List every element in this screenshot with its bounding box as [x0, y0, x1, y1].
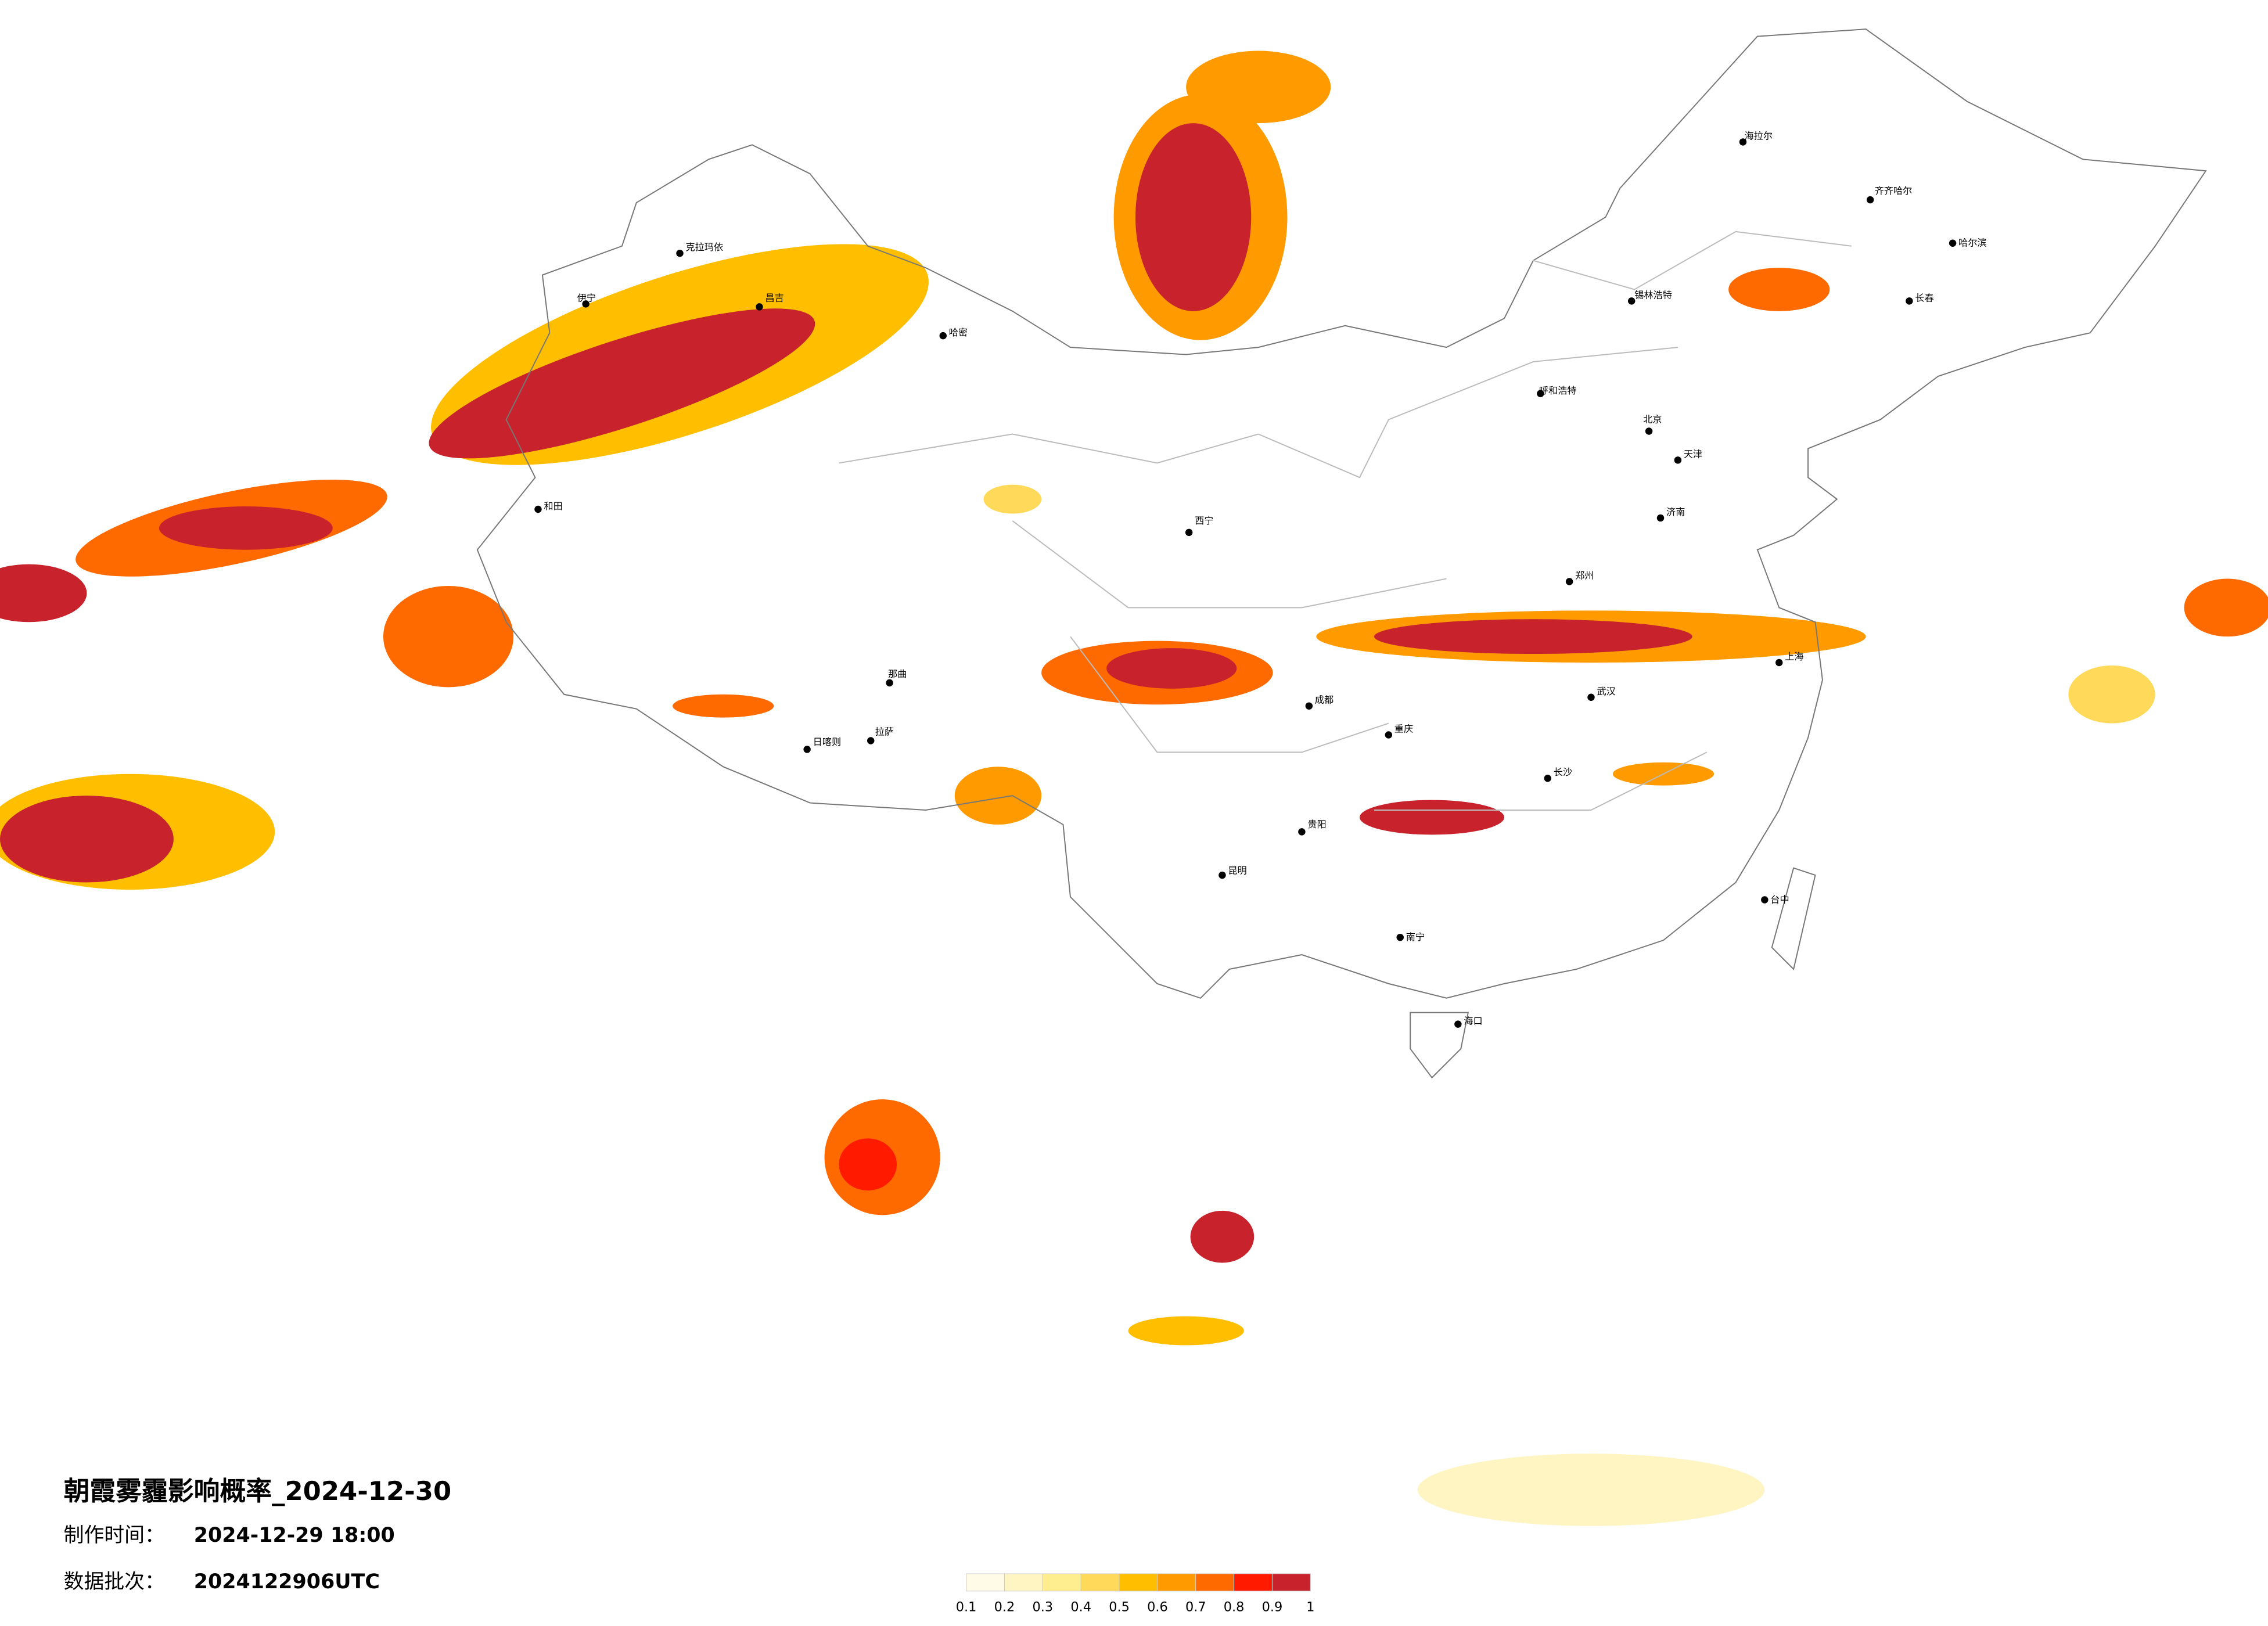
- city-label: 齐齐哈尔: [1875, 185, 1913, 196]
- legend-swatch: [1157, 1573, 1196, 1592]
- title: 朝霞雾霾影响概率_2024-12-30: [64, 1476, 452, 1506]
- legend-tick-label: 0.1: [956, 1600, 977, 1615]
- legend-swatch: [1042, 1573, 1081, 1592]
- city-labels: 伊宁 克拉玛依 昌吉 哈密 和田 日喀则 拉萨 那曲 西宁 成都 重庆 贵阳 昆…: [544, 130, 1986, 1026]
- haze-area: [673, 694, 774, 718]
- city-label: 哈尔滨: [1958, 238, 1987, 249]
- city-label: 海口: [1464, 1016, 1482, 1027]
- legend-swatch: [966, 1573, 1005, 1592]
- legend-tick-label: 0.6: [1147, 1600, 1168, 1615]
- haze-area: [429, 308, 815, 459]
- city-label: 锡林浩特: [1634, 289, 1672, 300]
- haze-area: [383, 586, 514, 688]
- city-label: 济南: [1666, 506, 1685, 517]
- legend-tick-label: 0.2: [994, 1600, 1015, 1615]
- haze-area: [159, 506, 333, 550]
- city-label: 成都: [1315, 695, 1334, 706]
- haze-area: [1135, 123, 1252, 311]
- city-dots: [534, 138, 1957, 1028]
- borders: [476, 28, 2207, 1079]
- haze-area: [1106, 648, 1237, 689]
- legend-tick-label: 0.3: [1033, 1600, 1054, 1615]
- legend-swatch: [1271, 1573, 1311, 1592]
- legend-swatch: [1195, 1573, 1235, 1592]
- city-label: 上海: [1785, 651, 1803, 662]
- city-label: 台中: [1770, 894, 1789, 905]
- city-label: 北京: [1643, 414, 1662, 425]
- legend-swatch: [1004, 1573, 1043, 1592]
- haze-area: [1186, 51, 1331, 124]
- haze-area: [0, 564, 87, 623]
- legend-tick-label: 0.4: [1070, 1600, 1091, 1615]
- city-label: 海拉尔: [1744, 130, 1773, 141]
- city-label: 日喀则: [813, 736, 842, 747]
- haze-area: [1374, 619, 1692, 654]
- city-label: 和田: [544, 501, 562, 512]
- city-label: 天津: [1684, 448, 1702, 459]
- city-label: 武汉: [1597, 686, 1615, 697]
- legend-tick-label: 0.5: [1109, 1600, 1130, 1615]
- legend-swatch: [1119, 1573, 1158, 1592]
- legend-tick-label: 0.7: [1185, 1600, 1206, 1615]
- haze-field: [0, 51, 2268, 1526]
- batch-label: 数据批次：: [64, 1570, 165, 1593]
- city-label: 南宁: [1406, 931, 1425, 942]
- haze-area: [2184, 578, 2268, 637]
- haze-area: [839, 1138, 897, 1191]
- city-label: 昆明: [1228, 865, 1246, 876]
- city-label: 重庆: [1394, 724, 1413, 735]
- haze-area: [1360, 800, 1505, 835]
- haze-area: [1190, 1210, 1255, 1263]
- haze-area: [1728, 268, 1830, 311]
- haze-area: [954, 767, 1042, 825]
- country-border: [476, 28, 2207, 999]
- city-label: 昌吉: [765, 292, 783, 303]
- legend-tick-label: 0.9: [1262, 1600, 1283, 1615]
- city-label: 克拉玛依: [685, 242, 723, 253]
- batch: 2024122906UTC: [194, 1570, 380, 1593]
- made-label: 制作时间：: [64, 1524, 165, 1547]
- haze-area: [2068, 665, 2155, 724]
- city-label: 贵阳: [1307, 819, 1326, 830]
- legend-swatch: [1234, 1573, 1273, 1592]
- legend-tick-label: 1: [1306, 1600, 1314, 1615]
- haze-area: [1128, 1316, 1244, 1346]
- city-label: 长沙: [1554, 767, 1572, 778]
- legend-swatch: [1080, 1573, 1120, 1592]
- city-label: 郑州: [1575, 570, 1594, 581]
- legend: 0.1 0.2 0.3 0.4 0.5 0.6 0.7 0.8 0.9 1: [956, 1573, 1314, 1615]
- haze-area: [1417, 1454, 1765, 1526]
- city-label: 长春: [1915, 292, 1933, 303]
- haze-area: [983, 484, 1042, 514]
- city-label: 哈密: [949, 327, 968, 338]
- city-label: 那曲: [888, 668, 907, 679]
- city-label: 西宁: [1195, 515, 1213, 526]
- province-border: [839, 231, 1852, 811]
- city-label: 呼和浩特: [1539, 385, 1577, 396]
- made-time: 2024-12-29 18:00: [194, 1524, 395, 1547]
- legend-tick-label: 0.8: [1224, 1600, 1245, 1615]
- island-border: [1771, 867, 1816, 970]
- haze-area: [0, 796, 174, 883]
- island-border: [1410, 1012, 1469, 1079]
- city-label: 拉萨: [875, 726, 894, 738]
- city-label: 伊宁: [577, 292, 596, 303]
